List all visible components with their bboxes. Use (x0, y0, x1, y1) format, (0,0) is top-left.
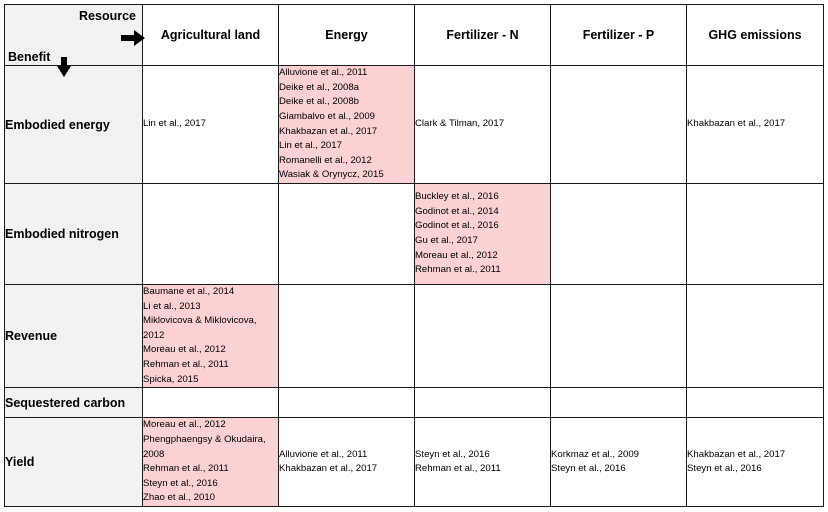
table-cell (278, 283, 415, 389)
table-cell (550, 183, 687, 285)
table-cell: Buckley et al., 2016 Godinot et al., 2014… (414, 183, 551, 285)
citation: Godinot et al., 2016 (415, 220, 499, 232)
table-row: Yield Moreau et al., 2012 Phengphaengsy & … (4, 417, 824, 508)
citation: Lin et al., 2017 (279, 140, 342, 152)
citation: Miklovicova & Miklovicova, 2012 (143, 315, 257, 341)
citation: Korkmaz et al., 2009 (551, 448, 639, 460)
resource-axis-label: Resource (79, 9, 136, 23)
citation: Khakbazan et al., 2017 (279, 463, 378, 475)
citation: Khakbazan et al., 2017 (687, 118, 786, 130)
citation: Steyn et al., 2016 (551, 463, 626, 475)
citation: Buckley et al., 2016 (415, 191, 499, 203)
arrow-right-icon (121, 30, 145, 46)
arrow-down-icon (57, 57, 71, 77)
citation: Wasiak & Orynycz, 2015 (279, 169, 384, 181)
row-header-yield: Yield (4, 417, 143, 508)
table-cell (686, 183, 824, 285)
table-row: Embodied nitrogen Buckley et al., 2016 God… (4, 183, 824, 285)
column-header-fertilizer-n: Fertilizer - N (414, 4, 551, 66)
citation: Moreau et al., 2012 (143, 344, 226, 356)
table-row: Revenue Baumane et al., 2014 Li et al., 20… (4, 283, 824, 389)
table-row: Sequestered carbon (4, 387, 824, 419)
benefit-axis-label: Benefit (8, 50, 51, 64)
citation: Alluvione et al., 2011 (279, 448, 368, 460)
table-cell (550, 283, 687, 389)
row-header-embodied-nitrogen: Embodied nitrogen (4, 183, 143, 285)
citation: Rehman et al., 2011 (415, 264, 501, 276)
citation: Godinot et al., 2014 (415, 205, 499, 217)
table-cell (686, 387, 824, 419)
table-cell: Korkmaz et al., 2009 Steyn et al., 2016 (550, 417, 687, 508)
table-cell (278, 183, 415, 285)
column-header-ghg-emissions: GHG emissions (686, 4, 824, 66)
column-header-fertilizer-p: Fertilizer - P (550, 4, 687, 66)
row-header-embodied-energy: Embodied energy (4, 65, 143, 184)
citation: Deike et al., 2008b (279, 96, 360, 108)
citation: Clark & Tilman, 2017 (415, 118, 505, 130)
citation: Moreau et al., 2012 (143, 419, 226, 431)
row-header-revenue: Revenue (4, 283, 143, 389)
citation: Rehman et al., 2011 (143, 463, 229, 475)
citation: Phengphaengsy & Okudaira, 2008 (143, 433, 266, 460)
table-cell (278, 387, 415, 419)
citation: Alluvione et al., 2011 (279, 67, 368, 79)
table-cell: Khakbazan et al., 2017 (686, 65, 824, 184)
column-header-energy: Energy (278, 4, 415, 66)
column-header-row: Resource Benefit Agricultural land Energ… (4, 4, 824, 77)
citation: Steyn et al., 2016 (687, 463, 762, 475)
citation: Giambalvo et al., 2009 (279, 110, 375, 122)
corner-header: Resource Benefit (4, 4, 145, 77)
row-header-sequestered-carbon: Sequestered carbon (4, 387, 143, 419)
table-cell: Baumane et al., 2014 Li et al., 2013 Miklo… (142, 283, 279, 389)
citation: Rehman et al., 2011 (415, 463, 501, 475)
table-cell: Alluvione et al., 2011 Deike et al., 2008… (278, 65, 415, 184)
table-cell: Clark & Tilman, 2017 (414, 65, 551, 184)
citation: Zhao et al., 2010 (143, 492, 216, 504)
table-cell: Lin et al., 2017 (142, 65, 279, 184)
citation: Steyn et al., 2016 (143, 477, 218, 489)
table-cell (550, 387, 687, 419)
table-cell (414, 387, 551, 419)
citation: Khakbazan et al., 2017 (687, 448, 786, 460)
column-header-agricultural-land: Agricultural land (142, 4, 279, 66)
table-cell (414, 283, 551, 389)
table-cell: Steyn et al., 2016 Rehman et al., 2011 (414, 417, 551, 508)
citation: Lin et al., 2017 (143, 118, 206, 130)
matrix-wrapper: Resource Benefit Agricultural land Energ… (4, 4, 824, 508)
table-cell: Alluvione et al., 2011 Khakbazan et al., … (278, 417, 415, 508)
citation: Deike et al., 2008a (279, 81, 360, 93)
table-cell (142, 387, 279, 419)
citation: Romanelli et al., 2012 (279, 154, 372, 166)
citation: Steyn et al., 2016 (415, 448, 490, 460)
resource-benefit-matrix: Resource Benefit Agricultural land Energ… (4, 4, 824, 508)
table-cell: Khakbazan et al., 2017 Steyn et al., 2016 (686, 417, 824, 508)
citation: Rehman et al., 2011 (143, 358, 229, 370)
table-cell (686, 283, 824, 389)
citation: Moreau et al., 2012 (415, 249, 498, 261)
matrix-body: Embodied energy Lin et al., 2017 Alluvione… (4, 65, 824, 508)
citation: Spicka, 2015 (143, 373, 199, 385)
citation: Baumane et al., 2014 (143, 286, 235, 297)
table-row: Embodied energy Lin et al., 2017 Alluvione… (4, 65, 824, 184)
citation: Khakbazan et al., 2017 (279, 125, 378, 137)
table-cell: Moreau et al., 2012 Phengphaengsy & Okuda… (142, 417, 279, 508)
citation: Gu et al., 2017 (415, 235, 478, 246)
table-cell (142, 183, 279, 285)
table-cell (550, 65, 687, 184)
citation: Li et al., 2013 (143, 300, 201, 312)
